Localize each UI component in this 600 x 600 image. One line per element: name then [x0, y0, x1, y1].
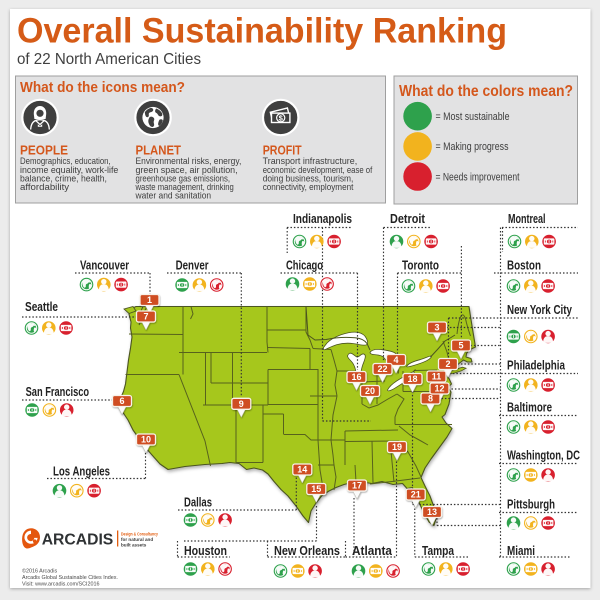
- svg-text:green space, air pollution,: green space, air pollution,: [136, 165, 238, 175]
- svg-text:built assets: built assets: [121, 543, 147, 548]
- svg-text:Philadelphia: Philadelphia: [507, 358, 566, 373]
- svg-text:Baltimore: Baltimore: [507, 400, 552, 415]
- svg-text:of 22 North American Cities: of 22 North American Cities: [17, 51, 201, 68]
- svg-text:Los Angeles: Los Angeles: [53, 464, 110, 479]
- svg-text:New Orleans: New Orleans: [274, 543, 340, 558]
- svg-text:4: 4: [393, 355, 398, 365]
- svg-text:©2016 Arcadis: ©2016 Arcadis: [22, 568, 57, 575]
- svg-text:Tampa: Tampa: [422, 543, 455, 558]
- svg-text:greenhouse gas emissions,: greenhouse gas emissions,: [136, 173, 231, 183]
- svg-text:Seattle: Seattle: [25, 299, 58, 314]
- svg-text:income equality, work-life: income equality, work-life: [20, 165, 118, 175]
- svg-text:12: 12: [434, 384, 444, 394]
- svg-text:20: 20: [365, 386, 375, 396]
- svg-text:Arcadis Global Sustainable Cit: Arcadis Global Sustainable Cities Index.: [22, 575, 118, 581]
- svg-text:Pittsburgh: Pittsburgh: [507, 497, 555, 512]
- svg-text:New York City: New York City: [507, 302, 573, 317]
- svg-text:18: 18: [407, 374, 417, 384]
- svg-text:Visit: www.arcadis.com/SCI2016: Visit: www.arcadis.com/SCI2016: [22, 582, 100, 588]
- svg-text:ARCADIS: ARCADIS: [42, 532, 114, 549]
- svg-text:San Francisco: San Francisco: [26, 384, 90, 399]
- svg-text:connectivity, employment: connectivity, employment: [263, 182, 354, 192]
- svg-text:water and sanitation: water and sanitation: [135, 191, 212, 201]
- svg-text:Atlanta: Atlanta: [352, 543, 393, 558]
- svg-text:= Needs improvement: = Needs improvement: [436, 171, 520, 183]
- svg-text:affordability: affordability: [20, 182, 70, 192]
- svg-text:PROFIT: PROFIT: [263, 144, 302, 158]
- svg-text:5: 5: [458, 341, 463, 351]
- svg-text:Indianapolis: Indianapolis: [293, 211, 352, 226]
- svg-text:doing business, tourism,: doing business, tourism,: [263, 173, 354, 183]
- svg-text:9: 9: [239, 399, 244, 409]
- svg-text:Denver: Denver: [176, 258, 209, 273]
- svg-text:Miami: Miami: [507, 543, 535, 558]
- svg-text:PLANET: PLANET: [136, 144, 182, 158]
- svg-text:6: 6: [119, 396, 124, 406]
- svg-text:waste management, drinking: waste management, drinking: [135, 182, 234, 192]
- svg-text:2: 2: [445, 359, 450, 369]
- svg-text:22: 22: [377, 364, 387, 374]
- svg-text:for natural and: for natural and: [121, 537, 153, 542]
- svg-text:= Making progress: = Making progress: [436, 141, 509, 153]
- svg-text:Washington, DC: Washington, DC: [507, 448, 580, 463]
- svg-text:Detroit: Detroit: [390, 211, 426, 226]
- svg-text:7: 7: [143, 312, 148, 322]
- svg-text:Environmental risks, energy,: Environmental risks, energy,: [136, 156, 242, 166]
- svg-text:1: 1: [147, 295, 152, 305]
- svg-text:= Most sustainable: = Most sustainable: [436, 111, 510, 123]
- svg-text:Transport infrastructure,: Transport infrastructure,: [263, 156, 358, 166]
- svg-text:11: 11: [432, 372, 442, 382]
- svg-text:What do the icons mean?: What do the icons mean?: [20, 79, 185, 96]
- svg-text:3: 3: [434, 323, 439, 333]
- svg-text:Houston: Houston: [184, 543, 227, 558]
- svg-text:Vancouver: Vancouver: [80, 258, 129, 273]
- svg-text:14: 14: [297, 465, 307, 475]
- svg-text:What do the colors mean?: What do the colors mean?: [399, 83, 573, 100]
- svg-text:Boston: Boston: [507, 258, 541, 273]
- svg-text:17: 17: [352, 481, 362, 491]
- svg-text:Dallas: Dallas: [184, 495, 212, 510]
- svg-text:$: $: [279, 114, 284, 123]
- svg-text:Demographics, education,: Demographics, education,: [20, 156, 111, 166]
- svg-text:16: 16: [351, 372, 361, 382]
- svg-text:10: 10: [141, 435, 151, 445]
- svg-text:balance, crime, health,: balance, crime, health,: [20, 173, 107, 183]
- svg-text:Toronto: Toronto: [402, 258, 439, 273]
- svg-text:19: 19: [392, 442, 402, 452]
- svg-text:Overall Sustainability Ranking: Overall Sustainability Ranking: [17, 12, 507, 51]
- svg-text:15: 15: [311, 484, 321, 494]
- svg-text:8: 8: [428, 394, 433, 404]
- svg-text:economic development, ease of: economic development, ease of: [263, 165, 373, 175]
- svg-text:Montreal: Montreal: [508, 211, 546, 226]
- svg-text:Chicago: Chicago: [286, 258, 323, 273]
- svg-text:13: 13: [427, 507, 437, 517]
- svg-text:Design & Consultancy: Design & Consultancy: [121, 532, 158, 537]
- svg-text:21: 21: [411, 490, 421, 500]
- svg-text:PEOPLE: PEOPLE: [20, 144, 68, 158]
